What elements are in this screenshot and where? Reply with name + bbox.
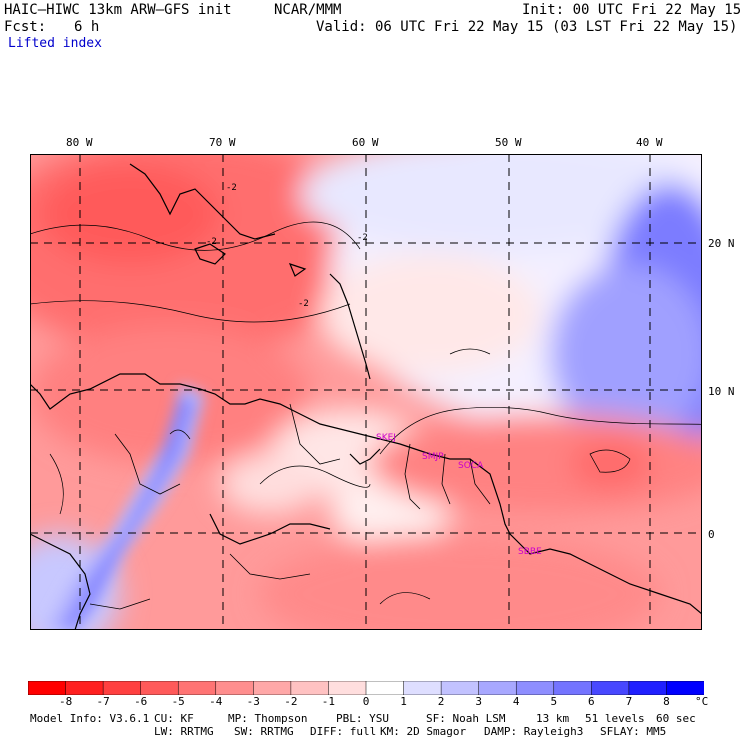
lon-label-50w: 50 W — [495, 136, 522, 149]
andes-stable-band — [45, 384, 205, 630]
colorbar-level-label: 6 — [587, 695, 595, 708]
contour-label: -2 — [206, 237, 217, 247]
colorbar-unit: °C — [695, 695, 709, 708]
model-info-cu: CU: KF — [154, 712, 194, 725]
lat-label-20n: 20 N — [708, 237, 735, 250]
model-info-res: 13 km — [536, 712, 570, 725]
lat-label-0: 0 — [708, 528, 715, 541]
coastlines — [30, 163, 702, 630]
colorbar-swatch — [102, 681, 142, 695]
colorbar-swatch — [65, 681, 104, 695]
colorbar-swatch — [328, 681, 367, 695]
map-frame — [30, 154, 702, 630]
colorbar — [28, 681, 704, 695]
colorbar-level-label: 4 — [512, 695, 520, 708]
colorbar-level-label: 8 — [663, 695, 670, 708]
model-info-sw: SW: RRTMG — [234, 725, 294, 738]
station-label: SBBE — [518, 547, 542, 557]
colorbar-swatch — [591, 681, 630, 695]
model-info-lw: LW: RRTMG — [154, 725, 214, 738]
colorbar-level-label: 0 — [362, 695, 370, 708]
lat-label-10n: 10 N — [708, 385, 735, 398]
org-label: NCAR/MMM — [274, 2, 342, 18]
model-info-sflay: SFLAY: MM5 — [600, 725, 667, 738]
colorbar-swatch — [628, 681, 668, 695]
colorbar-level-label: -4 — [209, 695, 223, 708]
lon-label-80w: 80 W — [66, 136, 93, 149]
colorbar-swatch — [28, 681, 67, 695]
colorbar-swatch — [403, 681, 442, 695]
model-info-damp: DAMP: Rayleigh3 — [484, 725, 584, 738]
fcst-value: 6 h — [74, 19, 100, 35]
colorbar-swatch — [666, 681, 704, 695]
contour-label: -2 — [357, 233, 368, 243]
colorbar-level-label: -2 — [284, 695, 298, 708]
colorbar-level-label: -3 — [246, 695, 260, 708]
contour-label: -2 — [298, 299, 309, 309]
lon-label-70w: 70 W — [209, 136, 236, 149]
colorbar-swatch — [365, 681, 405, 695]
station-label: SKEJ — [376, 433, 396, 443]
colorbar-level-label: 5 — [550, 695, 558, 708]
colorbar-swatch — [440, 681, 480, 695]
model-info-km: KM: 2D Smagor — [380, 725, 467, 738]
init-time: Init: 00 UTC Fri 22 May 15 — [522, 2, 740, 18]
colorbar-level-label: 1 — [400, 695, 407, 708]
colorbar-swatch — [478, 681, 517, 695]
model-title: HAIC–HIWC 13km ARW–GFS init — [4, 2, 232, 18]
colorbar-swatch — [290, 681, 330, 695]
contour-label: -2 — [226, 183, 237, 193]
lon-label-40w: 40 W — [636, 136, 663, 149]
station-label: SOCA — [458, 461, 484, 471]
lifted-index-contours — [30, 221, 702, 605]
station-label: SMJP — [422, 452, 444, 462]
colorbar-swatch — [177, 681, 217, 695]
colorbar-swatch — [140, 681, 179, 695]
field-shading — [30, 154, 702, 630]
colorbar-swatch — [553, 681, 593, 695]
model-info-sf: SF: Noah LSM — [426, 712, 506, 725]
valid-time: Valid: 06 UTC Fri 22 May 15 (03 LST Fri … — [316, 19, 738, 35]
fcst-label: Fcst: — [4, 19, 47, 35]
model-info-diff: DIFF: full — [310, 725, 377, 738]
model-info-levels: 51 levels — [585, 712, 645, 725]
colorbar-level-label: -1 — [321, 695, 336, 708]
colorbar-level-label: 2 — [437, 695, 445, 708]
colorbar-level-label: -7 — [96, 695, 110, 708]
model-info-pbl: PBL: YSU — [336, 712, 389, 725]
colorbar-level-label: -5 — [171, 695, 185, 708]
lon-label-60w: 60 W — [352, 136, 379, 149]
colorbar-swatch — [215, 681, 255, 695]
borders — [89, 403, 491, 610]
model-info-mp: MP: Thompson — [228, 712, 308, 725]
lifted-index-map: -2 -2 -2 -2 SKEJ SMJP SOCA SBBE — [30, 154, 702, 630]
model-info-version: Model Info: V3.6.1 — [30, 712, 150, 725]
colorbar-swatch — [253, 681, 292, 695]
colorbar-level-label: 7 — [625, 695, 633, 708]
colorbar-level-label: -8 — [58, 695, 73, 708]
model-info-timestep: 60 sec — [656, 712, 696, 725]
field-name: Lifted index — [8, 36, 102, 51]
colorbar-swatch — [515, 681, 555, 695]
colorbar-level-label: -6 — [134, 695, 148, 708]
colorbar-level-label: 3 — [475, 695, 482, 708]
